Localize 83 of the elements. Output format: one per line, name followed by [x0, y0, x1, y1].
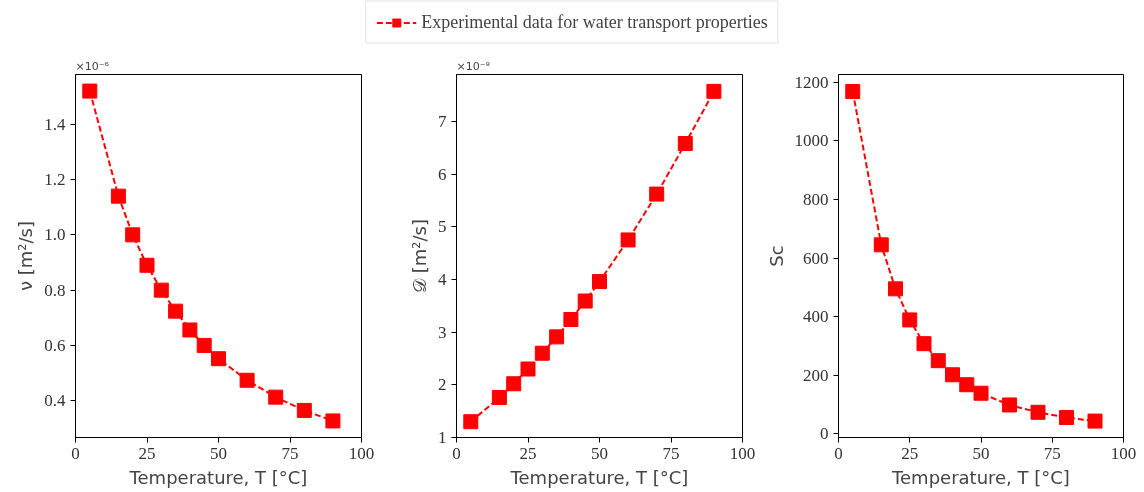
x-tick-label: 50 — [591, 443, 608, 463]
y-tick-label: 2 — [438, 375, 447, 395]
point — [563, 311, 579, 327]
point — [1087, 413, 1103, 429]
point — [325, 413, 341, 429]
y-tick-label: 5 — [438, 217, 447, 237]
point — [592, 274, 607, 290]
y-tick-label: 200 — [803, 365, 829, 385]
x-tick-label: 75 — [1043, 443, 1061, 463]
x-tick-label: 50 — [972, 443, 990, 463]
point — [534, 345, 550, 361]
point — [873, 237, 889, 253]
point — [153, 282, 169, 298]
y-tick-label: 0.4 — [44, 391, 66, 411]
x-axis-title: Temperature, T [°C] — [509, 466, 689, 488]
point — [577, 293, 593, 309]
point — [902, 312, 918, 328]
point — [463, 414, 479, 430]
y-axis-title: Sc — [765, 245, 787, 267]
x-tick-label: 100 — [729, 443, 756, 463]
y-tick-label: 1000 — [794, 131, 829, 151]
y-tick-label: 1.2 — [44, 170, 66, 190]
point — [916, 336, 932, 352]
x-tick-label: 0 — [452, 443, 461, 463]
y-tick-label: 0.8 — [44, 280, 66, 300]
y-tick-label: 1.4 — [44, 114, 66, 134]
point — [973, 385, 989, 401]
point — [139, 257, 155, 273]
y-tick-label: 1 — [438, 428, 447, 447]
y-tick-label: 3 — [438, 322, 447, 342]
point — [211, 351, 226, 367]
point — [239, 372, 255, 388]
point — [491, 389, 507, 405]
point — [945, 367, 960, 383]
x-tick-label: 25 — [519, 443, 537, 463]
y-tick-label: 600 — [803, 248, 829, 268]
x-tick-label: 50 — [210, 443, 227, 463]
x-axis-title: Temperature, T [°C] — [128, 466, 308, 488]
point — [930, 353, 946, 369]
point — [677, 136, 693, 152]
y-tick-label: 1.0 — [44, 225, 66, 245]
y-tick-label: 4 — [438, 269, 447, 289]
text: ×10⁻⁶ — [75, 59, 110, 73]
point — [168, 303, 184, 319]
x-tick-label: 100 — [348, 443, 375, 463]
y-tick-label: 0.6 — [44, 335, 66, 355]
point — [520, 361, 536, 377]
point — [620, 232, 636, 248]
point — [110, 188, 126, 204]
x-tick-label: 75 — [281, 443, 299, 463]
x-tick-label: 0 — [71, 443, 80, 463]
point — [1030, 404, 1046, 420]
point — [1059, 410, 1074, 426]
point — [506, 376, 522, 392]
x-tick-label: 25 — [138, 443, 156, 463]
legend-label: Experimental data for water transport properties — [421, 11, 768, 33]
x-tick-label: 25 — [901, 443, 919, 463]
point — [706, 83, 722, 99]
point — [549, 329, 565, 345]
point — [959, 377, 975, 393]
y-axis-title: ν [m²/s] — [15, 220, 37, 292]
point — [649, 186, 665, 202]
y-axis-title: 𝒟 [m²/s] — [409, 219, 430, 293]
y-tick-label: 400 — [803, 307, 829, 327]
x-tick-label: 0 — [834, 443, 843, 463]
point — [196, 337, 212, 353]
point — [82, 83, 98, 99]
point — [845, 84, 861, 100]
x-axis-title: Temperature, T [°C] — [891, 466, 1070, 488]
y-tick-label: 6 — [438, 164, 447, 184]
point — [888, 281, 903, 297]
x-tick-label: 100 — [1110, 443, 1137, 463]
point — [296, 402, 312, 418]
y-tick-label: 7 — [438, 111, 447, 131]
y-tick-label: 0 — [820, 424, 829, 444]
text: ×10⁻⁹ — [456, 59, 490, 73]
point — [125, 227, 141, 243]
y-tick-label: 800 — [803, 189, 829, 209]
point — [1002, 397, 1017, 413]
x-tick-label: 75 — [662, 443, 680, 463]
point — [182, 322, 198, 338]
point — [268, 389, 284, 405]
y-tick-label: 1200 — [794, 72, 829, 92]
